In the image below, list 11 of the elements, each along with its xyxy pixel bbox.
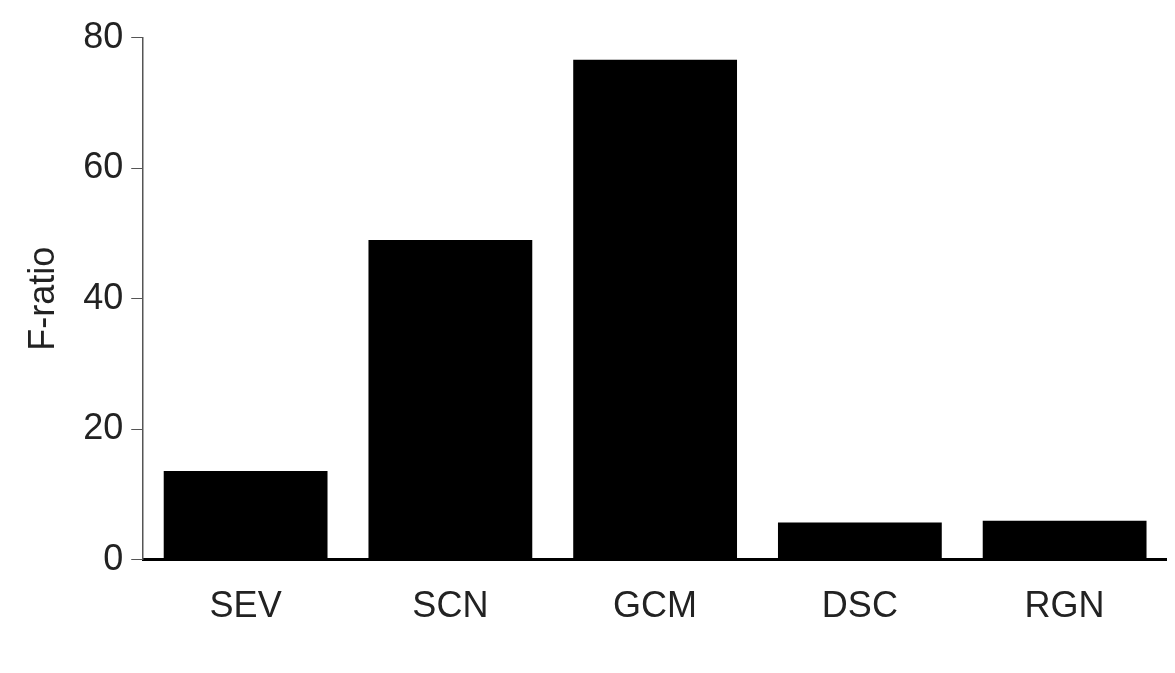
x-tick-label: DSC: [821, 584, 898, 626]
y-axis-title: F-ratio: [20, 246, 62, 351]
y-tick-label: 0: [103, 536, 124, 578]
x-tick-label: GCM: [613, 584, 698, 626]
y-tick-label: 60: [83, 145, 124, 187]
y-tick-label: 40: [83, 275, 124, 317]
x-tick-label: SCN: [412, 584, 489, 626]
x-tick-label: RGN: [1024, 584, 1105, 626]
y-tick-label: 20: [83, 406, 124, 448]
x-tick-label: SEV: [209, 584, 282, 626]
y-tick-label: 80: [83, 14, 124, 56]
